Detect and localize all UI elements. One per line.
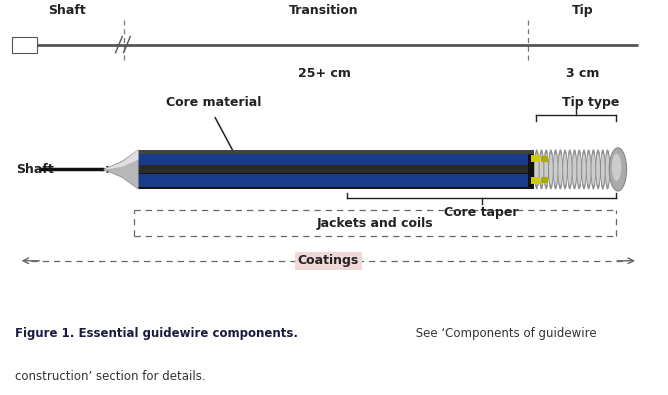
Ellipse shape (601, 150, 605, 189)
Ellipse shape (558, 154, 562, 185)
Ellipse shape (597, 154, 600, 185)
Ellipse shape (601, 154, 605, 185)
Ellipse shape (539, 150, 544, 189)
FancyBboxPatch shape (138, 174, 528, 187)
Text: Jackets and coils: Jackets and coils (317, 217, 433, 230)
Ellipse shape (587, 150, 591, 189)
Text: Tip: Tip (572, 4, 593, 17)
Ellipse shape (563, 150, 567, 189)
Ellipse shape (548, 150, 553, 189)
Ellipse shape (534, 150, 539, 189)
Ellipse shape (605, 150, 610, 189)
Ellipse shape (577, 154, 581, 185)
Ellipse shape (553, 150, 558, 189)
Ellipse shape (535, 154, 538, 185)
Text: Figure 1. Essential guidewire components.: Figure 1. Essential guidewire components… (15, 327, 298, 340)
Text: Shaft: Shaft (15, 163, 53, 176)
Text: See ‘Components of guidewire: See ‘Components of guidewire (412, 327, 597, 340)
Text: 3 cm: 3 cm (566, 67, 599, 80)
FancyBboxPatch shape (138, 150, 534, 189)
Ellipse shape (544, 150, 548, 189)
Text: construction’ section for details.: construction’ section for details. (15, 370, 205, 383)
Ellipse shape (591, 150, 596, 189)
Ellipse shape (612, 153, 621, 181)
Ellipse shape (591, 154, 595, 185)
Ellipse shape (582, 150, 587, 189)
Ellipse shape (568, 150, 572, 189)
FancyBboxPatch shape (138, 150, 534, 154)
Text: 25+ cm: 25+ cm (297, 67, 351, 80)
Text: Core taper: Core taper (444, 207, 519, 219)
Ellipse shape (572, 150, 576, 189)
FancyBboxPatch shape (541, 156, 548, 162)
Text: Coatings: Coatings (298, 254, 359, 267)
Ellipse shape (549, 154, 553, 185)
Ellipse shape (554, 154, 558, 185)
Text: Transition: Transition (289, 4, 359, 17)
Polygon shape (104, 150, 138, 189)
Text: Core material: Core material (166, 96, 261, 109)
FancyBboxPatch shape (541, 177, 548, 183)
Ellipse shape (606, 154, 609, 185)
Ellipse shape (540, 154, 543, 185)
Ellipse shape (596, 150, 601, 189)
Ellipse shape (563, 154, 567, 185)
Polygon shape (104, 150, 138, 169)
Ellipse shape (582, 154, 586, 185)
Text: Shaft: Shaft (48, 4, 86, 17)
FancyBboxPatch shape (138, 152, 528, 165)
Ellipse shape (609, 148, 627, 191)
Ellipse shape (544, 154, 548, 185)
Ellipse shape (568, 154, 572, 185)
FancyBboxPatch shape (138, 166, 528, 173)
FancyBboxPatch shape (12, 37, 37, 53)
Text: Tip type: Tip type (562, 96, 620, 109)
Ellipse shape (572, 154, 576, 185)
Ellipse shape (587, 154, 591, 185)
FancyBboxPatch shape (531, 155, 540, 162)
Ellipse shape (558, 150, 562, 189)
FancyBboxPatch shape (531, 177, 540, 184)
Ellipse shape (577, 150, 581, 189)
